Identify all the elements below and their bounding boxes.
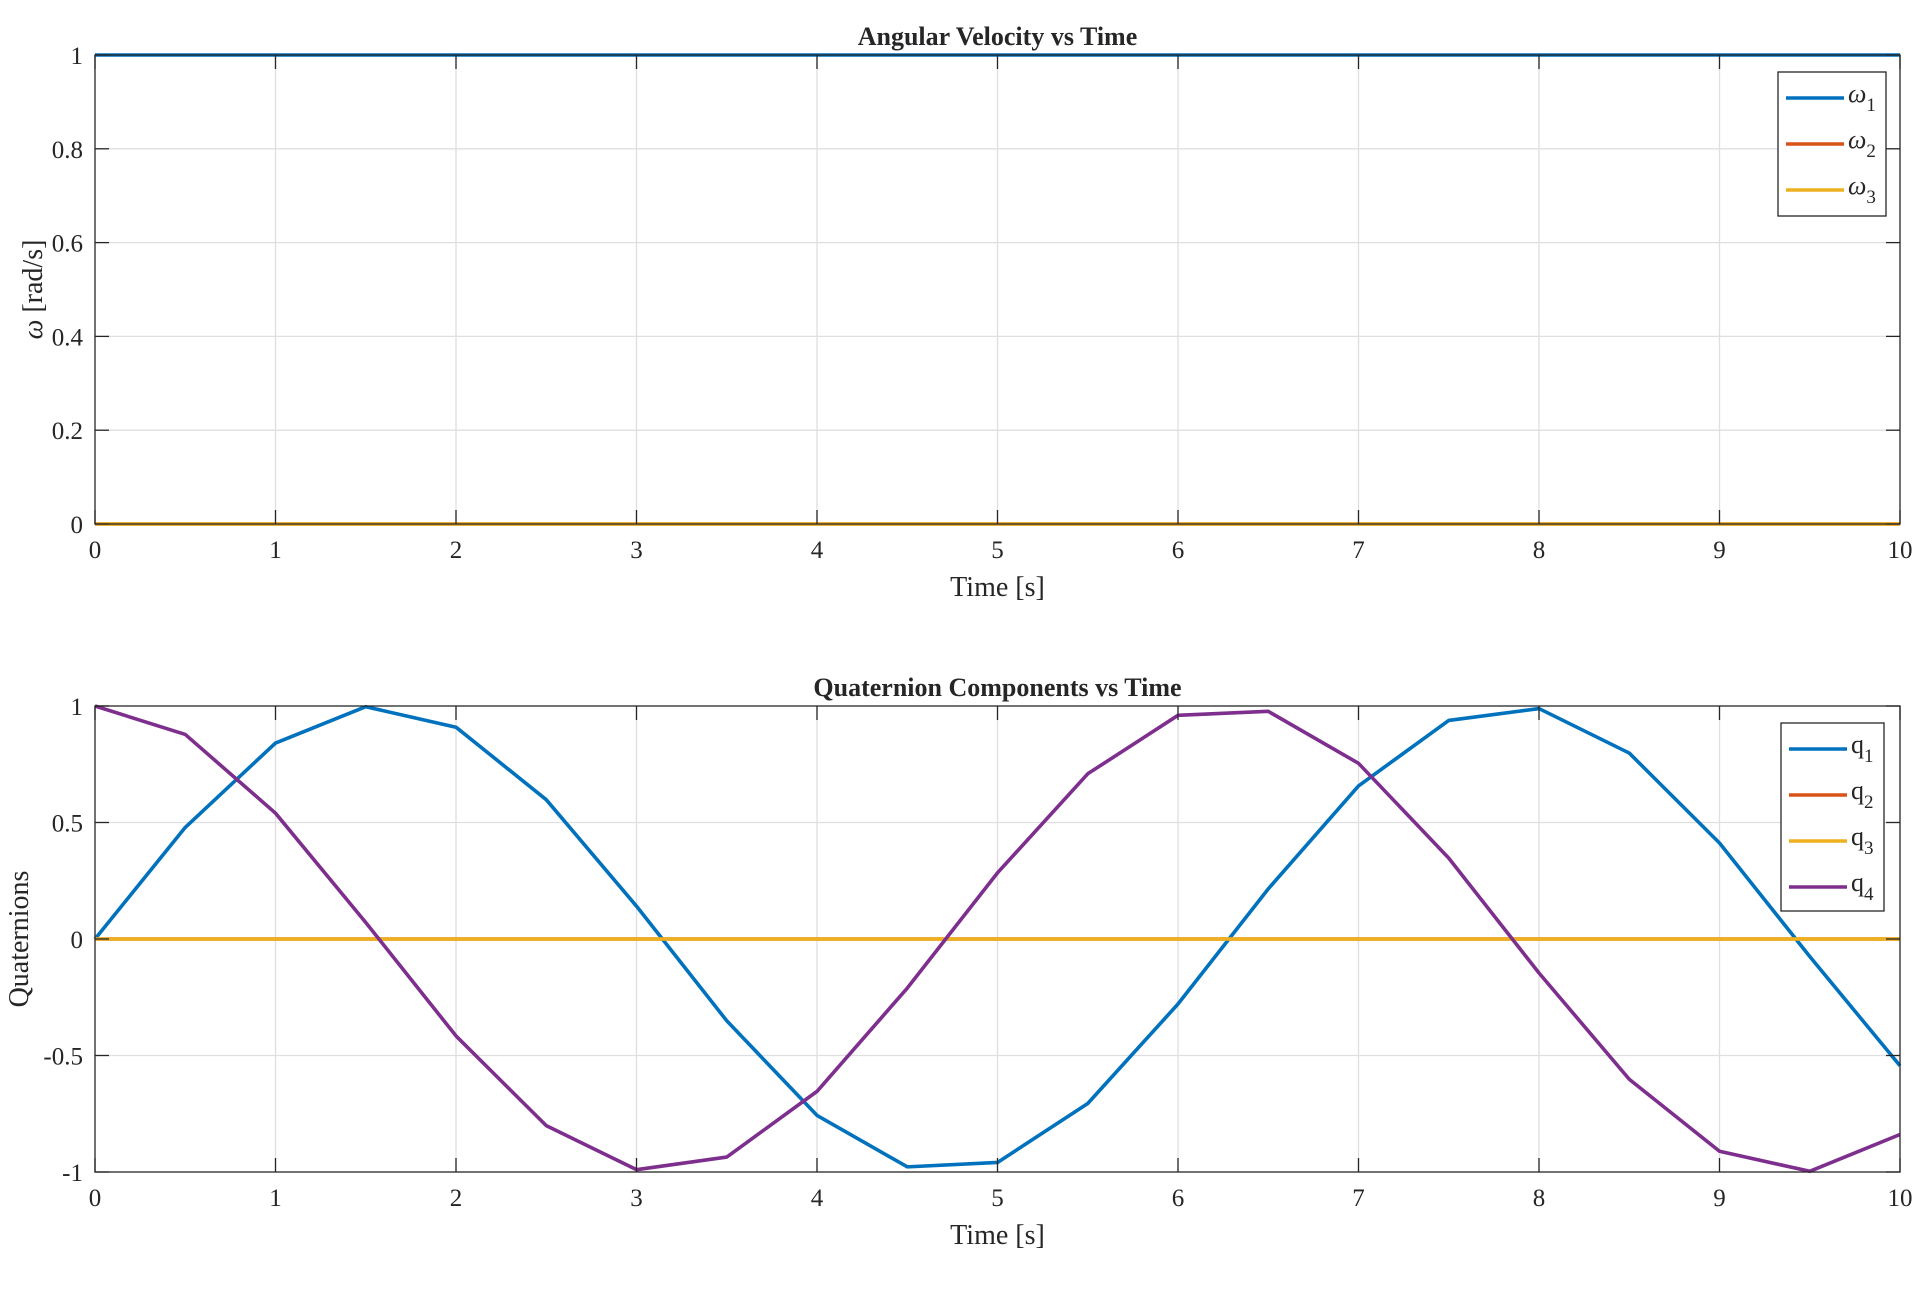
- series-line-q4: [94, 704, 1901, 1174]
- ticks: 0 1 2 3 4 5 6 7 8 9 10 -1 -0.5 0 0.5 1: [43, 694, 1912, 1212]
- legend-box: [1780, 722, 1885, 912]
- legend-label: ω2: [1848, 125, 1876, 162]
- x-tick-label: 9: [1713, 537, 1726, 564]
- y-tick-label: -1: [62, 1160, 83, 1187]
- quaternion-chart: 0 1 2 3 4 5 6 7 8 9 10 -1 -0.5 0 0.5 1 Quaternion Compon…: [4, 673, 1913, 1251]
- x-axis-label: Time [s]: [950, 572, 1045, 603]
- x-tick-label: 5: [991, 1185, 1004, 1212]
- legend-label: q1: [1851, 730, 1874, 767]
- y-tick-label: 0: [71, 512, 84, 539]
- y-tick-label: 1: [71, 694, 84, 721]
- legend: q1 q2 q3 q4: [1780, 722, 1885, 912]
- x-tick-label: 4: [811, 537, 824, 564]
- legend-item-q4: q4: [1789, 868, 1874, 905]
- x-tick-label: 2: [450, 1185, 463, 1212]
- grid: [95, 55, 1900, 524]
- legend-label: q4: [1851, 868, 1874, 905]
- y-tick-label: -0.5: [43, 1044, 83, 1071]
- legend-label: q3: [1851, 822, 1874, 859]
- legend-label: ω1: [1848, 79, 1876, 116]
- ticks: 0 1 2 3 4 5 6 7 8 9 10 0 0.2 0.4 0.6 0.8 1: [52, 43, 1913, 564]
- x-tick-label: 10: [1888, 1185, 1913, 1212]
- legend-label: q2: [1851, 776, 1874, 813]
- x-tick-label: 3: [630, 537, 643, 564]
- legend-item-omega1: ω1: [1786, 79, 1876, 116]
- x-tick-label: 8: [1533, 1185, 1546, 1212]
- y-axis-label: Quaternions: [4, 871, 35, 1008]
- legend: ω1 ω2 ω3: [1777, 71, 1887, 217]
- chart-title: Quaternion Components vs Time: [813, 673, 1181, 702]
- angular-velocity-chart: 0 1 2 3 4 5 6 7 8 9 10 0 0.2 0.4 0.6 0.8 1 Angular Veloci…: [18, 22, 1913, 603]
- chart-title: Angular Velocity vs Time: [858, 22, 1138, 51]
- y-tick-label: 0.2: [52, 418, 83, 445]
- x-tick-label: 0: [89, 537, 102, 564]
- x-tick-label: 8: [1533, 537, 1546, 564]
- y-tick-label: 1: [71, 43, 84, 70]
- x-tick-label: 5: [991, 537, 1004, 564]
- x-tick-label: 2: [450, 537, 463, 564]
- x-tick-label: 6: [1172, 537, 1185, 564]
- legend-item-q1: q1: [1789, 730, 1874, 767]
- x-tick-label: 1: [269, 537, 282, 564]
- x-axis-label: Time [s]: [950, 1220, 1045, 1251]
- x-tick-label: 6: [1172, 1185, 1185, 1212]
- legend-item-q2: q2: [1789, 776, 1874, 813]
- y-tick-label: 0.4: [52, 324, 84, 351]
- x-tick-label: 7: [1352, 1185, 1365, 1212]
- y-tick-label: 0.6: [52, 231, 83, 258]
- x-tick-label: 9: [1713, 1185, 1726, 1212]
- x-tick-label: 7: [1352, 537, 1365, 564]
- y-tick-label: 0.8: [52, 137, 83, 164]
- x-tick-label: 4: [811, 1185, 824, 1212]
- x-tick-label: 10: [1888, 537, 1913, 564]
- y-tick-label: 0: [71, 927, 84, 954]
- x-tick-label: 1: [269, 1185, 282, 1212]
- x-tick-label: 0: [89, 1185, 102, 1212]
- legend-item-omega2: ω2: [1786, 125, 1876, 162]
- legend-item-q3: q3: [1789, 822, 1874, 859]
- legend-item-omega3: ω3: [1786, 171, 1876, 208]
- y-tick-label: 0.5: [52, 811, 83, 838]
- y-axis-label: ω [rad/s]: [18, 240, 49, 340]
- legend-label: ω3: [1848, 171, 1876, 208]
- x-tick-label: 3: [630, 1185, 643, 1212]
